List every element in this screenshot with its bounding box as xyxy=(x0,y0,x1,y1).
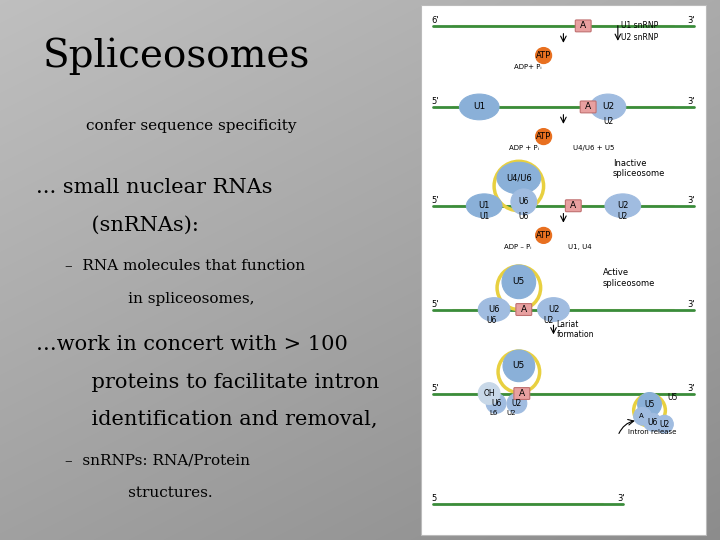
Text: A: A xyxy=(585,103,591,111)
Circle shape xyxy=(644,413,662,431)
Text: …work in concert with > 100: …work in concert with > 100 xyxy=(36,335,348,354)
Text: L6: L6 xyxy=(489,410,498,416)
Text: U2: U2 xyxy=(512,399,522,408)
FancyBboxPatch shape xyxy=(580,101,596,113)
Text: 3': 3' xyxy=(687,16,695,25)
Text: 3': 3' xyxy=(687,196,695,205)
FancyBboxPatch shape xyxy=(514,388,530,400)
Text: U1: U1 xyxy=(480,212,490,221)
Text: Inactive: Inactive xyxy=(613,159,647,168)
Text: structures.: structures. xyxy=(94,486,212,500)
Text: 5': 5' xyxy=(432,383,439,393)
Text: U6: U6 xyxy=(518,197,529,206)
Text: ATP: ATP xyxy=(536,51,552,60)
Text: U1, U4: U1, U4 xyxy=(568,244,592,250)
Text: U2: U2 xyxy=(602,103,614,111)
Text: 6': 6' xyxy=(432,16,439,25)
Text: U5: U5 xyxy=(513,278,525,286)
Ellipse shape xyxy=(590,94,626,120)
Circle shape xyxy=(536,227,552,244)
Ellipse shape xyxy=(478,298,510,321)
Circle shape xyxy=(503,350,535,382)
Text: U2: U2 xyxy=(618,212,628,221)
Text: U5: U5 xyxy=(513,361,525,370)
Text: U2: U2 xyxy=(506,410,516,416)
Text: Spliceosomes: Spliceosomes xyxy=(43,38,310,75)
Circle shape xyxy=(486,394,506,413)
Text: spliceosome: spliceosome xyxy=(603,279,655,288)
Text: 5': 5' xyxy=(432,300,439,308)
Text: U2 snRNP: U2 snRNP xyxy=(621,33,658,42)
Circle shape xyxy=(478,383,500,404)
Text: U6: U6 xyxy=(486,316,497,326)
Text: formation: formation xyxy=(557,330,594,339)
FancyBboxPatch shape xyxy=(421,5,706,535)
Ellipse shape xyxy=(497,163,541,194)
Text: –  snRNPs: RNA/Protein: – snRNPs: RNA/Protein xyxy=(65,454,250,468)
Text: ADP – Pᵢ: ADP – Pᵢ xyxy=(504,244,531,250)
Text: U5: U5 xyxy=(667,394,678,402)
Text: A: A xyxy=(580,22,586,30)
Text: –  RNA molecules that function: – RNA molecules that function xyxy=(65,259,305,273)
Text: ... small nuclear RNAs: ... small nuclear RNAs xyxy=(36,178,272,197)
Text: U5: U5 xyxy=(644,400,654,409)
Text: identification and removal,: identification and removal, xyxy=(65,410,377,429)
Ellipse shape xyxy=(467,194,502,218)
Circle shape xyxy=(638,393,662,416)
Text: Lariat: Lariat xyxy=(557,320,579,329)
Circle shape xyxy=(536,48,552,63)
Circle shape xyxy=(634,407,652,425)
Text: U2: U2 xyxy=(617,201,629,210)
Text: U1 snRNP: U1 snRNP xyxy=(621,21,658,30)
Text: ADP+ Pᵢ: ADP+ Pᵢ xyxy=(514,64,541,70)
Text: in spliceosomes,: in spliceosomes, xyxy=(94,292,254,306)
Text: 3': 3' xyxy=(617,494,624,503)
Text: 5: 5 xyxy=(432,494,437,503)
Text: U1: U1 xyxy=(479,201,490,210)
Circle shape xyxy=(507,394,527,413)
Text: spliceosome: spliceosome xyxy=(613,169,665,178)
Circle shape xyxy=(536,129,552,145)
Text: A: A xyxy=(521,305,527,314)
Text: U1: U1 xyxy=(473,103,485,111)
Text: U4/U6: U4/U6 xyxy=(506,173,532,183)
Text: U6: U6 xyxy=(647,418,657,427)
Text: A: A xyxy=(518,389,525,398)
FancyBboxPatch shape xyxy=(516,303,531,315)
FancyBboxPatch shape xyxy=(565,200,581,212)
FancyBboxPatch shape xyxy=(575,20,591,32)
Text: U2: U2 xyxy=(544,316,554,326)
Text: 3': 3' xyxy=(687,383,695,393)
Text: U6: U6 xyxy=(491,399,501,408)
Text: U2: U2 xyxy=(548,305,559,314)
Text: confer sequence specificity: confer sequence specificity xyxy=(86,119,297,133)
Text: OH: OH xyxy=(483,389,495,398)
Text: 5': 5' xyxy=(432,196,439,205)
Text: ADP + Pᵢ: ADP + Pᵢ xyxy=(509,145,539,151)
Circle shape xyxy=(502,265,536,299)
Circle shape xyxy=(511,189,536,215)
Ellipse shape xyxy=(605,194,641,218)
Text: U6: U6 xyxy=(519,212,529,221)
Text: Active: Active xyxy=(603,268,629,277)
Text: ATP: ATP xyxy=(536,132,552,141)
Text: A: A xyxy=(639,413,644,419)
Text: U2: U2 xyxy=(603,117,613,126)
Text: 5': 5' xyxy=(432,97,439,106)
Text: proteins to facilitate intron: proteins to facilitate intron xyxy=(65,373,379,392)
Text: Intron release: Intron release xyxy=(629,429,677,435)
Ellipse shape xyxy=(538,298,570,321)
Text: (snRNAs):: (snRNAs): xyxy=(65,216,199,235)
Circle shape xyxy=(655,415,673,433)
Text: U4/U6 + U5: U4/U6 + U5 xyxy=(573,145,615,151)
Text: A: A xyxy=(570,201,577,210)
Text: U2: U2 xyxy=(660,420,670,429)
Ellipse shape xyxy=(459,94,499,120)
Text: U6: U6 xyxy=(488,305,500,314)
Text: 3': 3' xyxy=(687,300,695,308)
Text: 3': 3' xyxy=(687,97,695,106)
Text: ATP: ATP xyxy=(536,231,552,240)
